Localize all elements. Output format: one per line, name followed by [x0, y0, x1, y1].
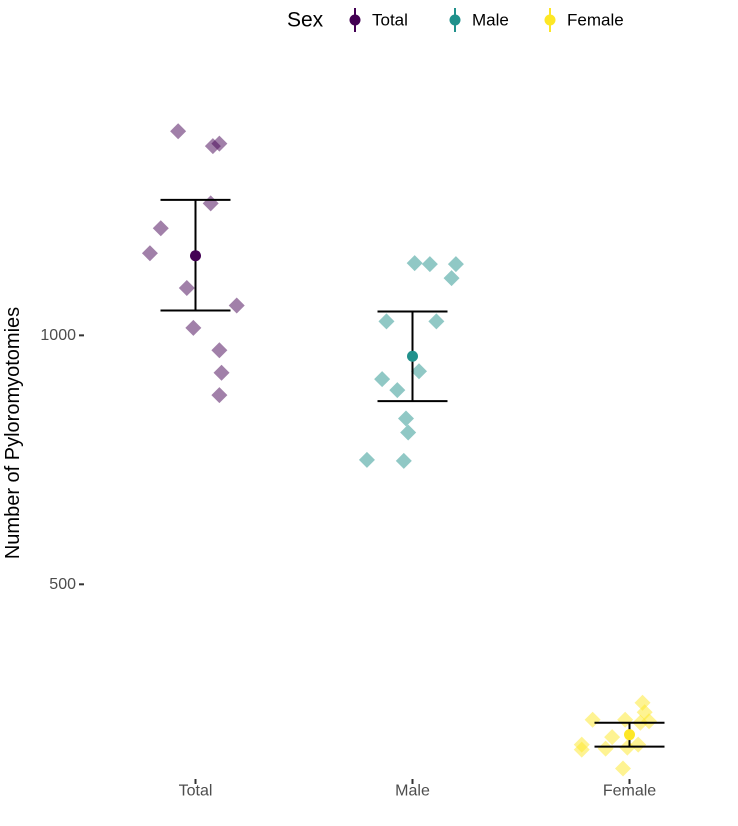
y-tick-label: 1000	[40, 327, 76, 344]
data-point	[400, 424, 417, 441]
data-point	[411, 363, 428, 380]
data-point	[211, 387, 228, 404]
data-point	[228, 297, 245, 314]
legend-title: Sex	[287, 9, 324, 32]
data-point	[597, 740, 614, 757]
legend-key-dot	[449, 14, 461, 26]
data-point	[211, 135, 228, 152]
data-point	[178, 280, 195, 297]
legend-item-female: Female	[544, 8, 624, 32]
data-point	[617, 711, 634, 728]
data-point	[213, 364, 230, 381]
data-point	[202, 195, 219, 212]
data-point	[447, 256, 464, 273]
x-tick-label: Total	[179, 783, 213, 800]
series-female	[573, 694, 665, 777]
data-point	[604, 729, 621, 746]
data-point	[374, 371, 391, 388]
data-point	[389, 382, 406, 399]
legend-key-dot	[349, 14, 361, 26]
x-tick-label: Male	[395, 783, 430, 800]
x-axis: Total Male Female	[179, 779, 656, 800]
y-tick-label: 500	[49, 576, 76, 593]
mean-point	[190, 250, 201, 262]
legend-label: Female	[567, 11, 624, 30]
data-point	[421, 256, 438, 273]
legend-key-dot	[544, 14, 556, 26]
data-point	[395, 452, 412, 469]
data-point	[152, 220, 169, 237]
legend-item-total: Total	[349, 8, 408, 32]
legend-label: Total	[372, 11, 408, 30]
series-total	[141, 123, 245, 404]
data-point	[170, 123, 187, 140]
mean-point	[624, 729, 635, 741]
data-point	[584, 711, 601, 728]
y-axis: 500 1000	[40, 327, 84, 593]
mean-point	[407, 350, 418, 362]
data-point	[428, 313, 445, 330]
legend-label: Male	[472, 11, 509, 30]
data-point	[211, 342, 228, 359]
legend: Sex Total Male Female	[287, 8, 624, 32]
x-tick-label: Female	[603, 783, 656, 800]
data-point	[397, 410, 414, 427]
data-point	[614, 760, 631, 777]
data-point	[573, 741, 590, 758]
data-point	[141, 245, 158, 262]
data-point	[378, 313, 395, 330]
data-point	[185, 319, 202, 336]
y-axis-title: Number of Pyloromyotomies	[2, 307, 24, 559]
data-point	[641, 713, 658, 730]
series-male	[358, 255, 464, 469]
data-point	[406, 255, 423, 272]
plot-area	[141, 123, 665, 777]
legend-item-male: Male	[449, 8, 509, 32]
data-point	[443, 270, 460, 287]
data-point	[630, 736, 647, 753]
data-point	[358, 451, 375, 468]
